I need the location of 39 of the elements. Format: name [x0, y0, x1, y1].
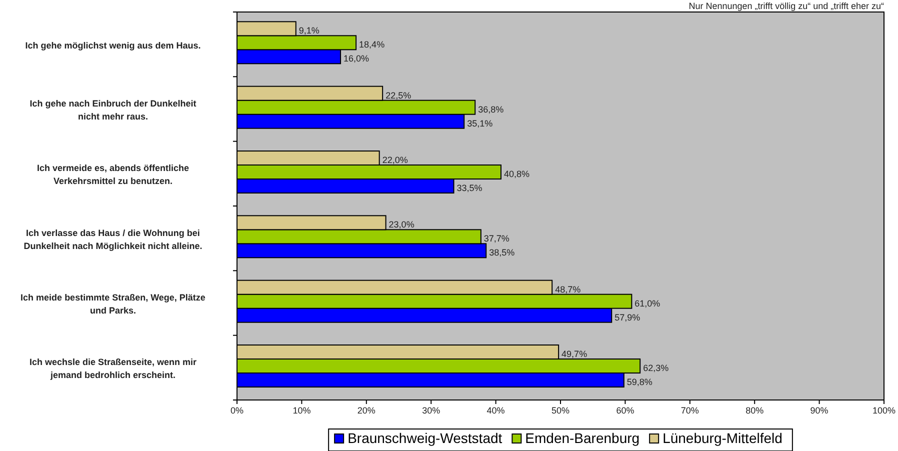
y-tick-label: Ich vermeide es, abends öffentliche Verkehrsmittel zu benutzen. — [36, 163, 190, 186]
legend-label: Lüneburg-Mittelfeld — [662, 430, 782, 446]
data-label: 33,5% — [456, 183, 482, 193]
data-label: 16,0% — [344, 54, 370, 64]
data-label: 49,7% — [562, 349, 588, 359]
data-label: 18,4% — [359, 40, 385, 50]
x-tick-label: 20% — [357, 405, 376, 416]
data-label: 40,8% — [504, 169, 530, 179]
data-label: 36,8% — [478, 104, 504, 114]
text: Nur Nennungen „trifft völlig zu“ und „trifft eher zu“ — [688, 1, 884, 11]
data-label: 22,5% — [386, 90, 412, 100]
data-label: 23,0% — [388, 220, 414, 230]
x-tick-label: 60% — [616, 405, 634, 416]
x-tick-label: 0% — [230, 405, 244, 416]
y-tick-label: Ich gehe möglichst wenig aus dem Haus. — [25, 40, 201, 50]
x-tick-label: 10% — [292, 405, 311, 416]
y-tick-label: Ich verlasse das Haus / die Wohnung bei Dunkelheit nach Möglichkeit nicht alleine. — [24, 228, 202, 251]
x-tick-label: 80% — [746, 405, 764, 416]
legend-label: Emden-Barenburg — [525, 430, 640, 446]
data-label: 62,3% — [643, 363, 669, 373]
data-label: 38,5% — [489, 248, 515, 258]
x-tick-label: 40% — [486, 405, 505, 416]
y-tick-label: Ich wechsle die Straßenseite, wenn mir jemand bedrohlich erscheint. — [29, 357, 198, 380]
data-label: 35,1% — [467, 118, 493, 128]
x-tick-label: 100% — [872, 405, 896, 416]
data-label: 22,0% — [382, 155, 408, 165]
x-tick-label: 30% — [422, 405, 440, 416]
data-label: 59,8% — [626, 377, 652, 387]
x-tick-label: 70% — [680, 405, 699, 416]
data-label: 61,0% — [634, 298, 660, 308]
legend-label: Braunschweig-Weststadt — [348, 430, 502, 446]
data-label: 9,1% — [298, 26, 320, 36]
data-label: 57,9% — [614, 312, 640, 322]
data-label: 37,7% — [484, 234, 510, 244]
x-tick-label: 90% — [810, 405, 828, 416]
y-tick-label: Ich meide bestimmte Straßen, Wege, Plätze und Parks. — [20, 292, 206, 316]
x-tick-label: 50% — [551, 405, 570, 416]
y-tick-label: Ich gehe nach Einbruch der Dunkelheit nicht mehr raus. — [30, 98, 196, 122]
data-label: 48,7% — [555, 284, 581, 294]
